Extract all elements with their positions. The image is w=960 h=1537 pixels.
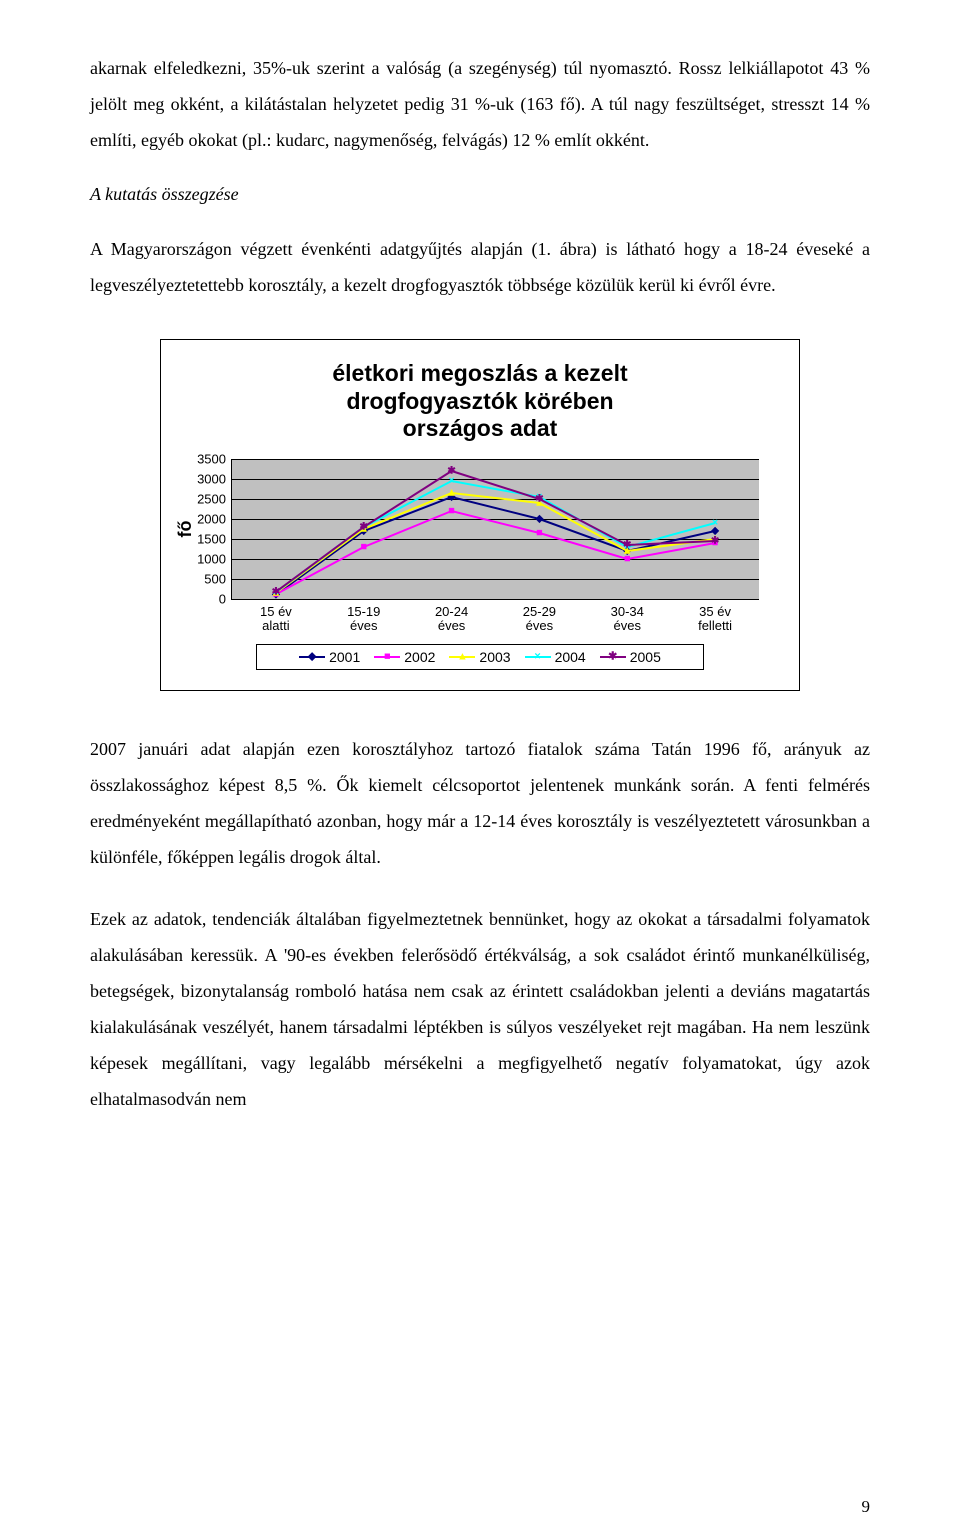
x-tick-label: 35 évfelletti <box>675 605 755 634</box>
legend-label: 2003 <box>479 649 510 665</box>
svg-text:✱: ✱ <box>447 465 455 476</box>
chart-title-line-1: életkori megoszlás a kezelt <box>332 360 627 386</box>
legend-swatch: ✱ <box>600 650 626 664</box>
chart-plot: 050010001500200025003000350015 évalatti1… <box>231 459 759 600</box>
chart-title: életkori megoszlás a kezelt drogfogyaszt… <box>201 360 759 443</box>
legend-label: 2001 <box>329 649 360 665</box>
page-number: 9 <box>862 1497 871 1517</box>
y-tick-label: 3500 <box>192 452 226 465</box>
y-tick-label: 2000 <box>192 512 226 525</box>
legend-swatch: ■ <box>374 650 400 664</box>
legend-label: 2005 <box>630 649 661 665</box>
chart-title-line-2: drogfogyasztók körében <box>346 388 613 414</box>
paragraph-1: akarnak elfeledkezni, 35%-uk szerint a v… <box>90 50 870 158</box>
legend-item: ◆ 2001 <box>299 649 360 665</box>
y-tick-label: 1500 <box>192 532 226 545</box>
chart-legend: ◆ 2001 ■ 2002 ▲ 2003 × 2004 ✱ 2005 <box>256 644 704 670</box>
body-text-lower: 2007 januári adat alapján ezen korosztál… <box>90 731 870 1117</box>
legend-item: ▲ 2003 <box>449 649 510 665</box>
legend-label: 2002 <box>404 649 435 665</box>
svg-text:✱: ✱ <box>535 493 543 504</box>
chart-series: ✱ ✱ ✱ ✱ ✱ ✱ <box>232 459 759 599</box>
y-tick-label: 2500 <box>192 492 226 505</box>
y-tick-label: 1000 <box>192 552 226 565</box>
svg-text:✱: ✱ <box>360 521 368 532</box>
section-heading: A kutatás összegzése <box>90 184 870 205</box>
svg-text:✱: ✱ <box>623 539 631 550</box>
chart-container: életkori megoszlás a kezelt drogfogyaszt… <box>160 339 800 691</box>
body-text: akarnak elfeledkezni, 35%-uk szerint a v… <box>90 50 870 303</box>
y-tick-label: 500 <box>192 572 226 585</box>
x-tick-label: 25-29éves <box>499 605 579 634</box>
paragraph-4: Ezek az adatok, tendenciák általában fig… <box>90 901 870 1117</box>
legend-swatch: ▲ <box>449 650 475 664</box>
chart-area: fő 050010001500200025003000350015 évalat… <box>231 459 759 600</box>
paragraph-3: 2007 januári adat alapján ezen korosztál… <box>90 731 870 875</box>
legend-swatch: ◆ <box>299 650 325 664</box>
x-tick-label: 15-19éves <box>324 605 404 634</box>
y-tick-label: 0 <box>192 592 226 605</box>
x-tick-label: 15 évalatti <box>236 605 316 634</box>
svg-text:✱: ✱ <box>711 535 719 546</box>
x-tick-label: 30-34éves <box>587 605 667 634</box>
paragraph-2: A Magyarországon végzett évenkénti adatg… <box>90 231 870 303</box>
y-tick-label: 3000 <box>192 472 226 485</box>
legend-swatch: × <box>525 650 551 664</box>
chart-title-line-3: országos adat <box>403 415 558 441</box>
x-tick-label: 20-24éves <box>412 605 492 634</box>
legend-item: × 2004 <box>525 649 586 665</box>
legend-item: ■ 2002 <box>374 649 435 665</box>
svg-text:✱: ✱ <box>272 586 280 597</box>
page: akarnak elfeledkezni, 35%-uk szerint a v… <box>0 0 960 1537</box>
legend-label: 2004 <box>555 649 586 665</box>
legend-item: ✱ 2005 <box>600 649 661 665</box>
